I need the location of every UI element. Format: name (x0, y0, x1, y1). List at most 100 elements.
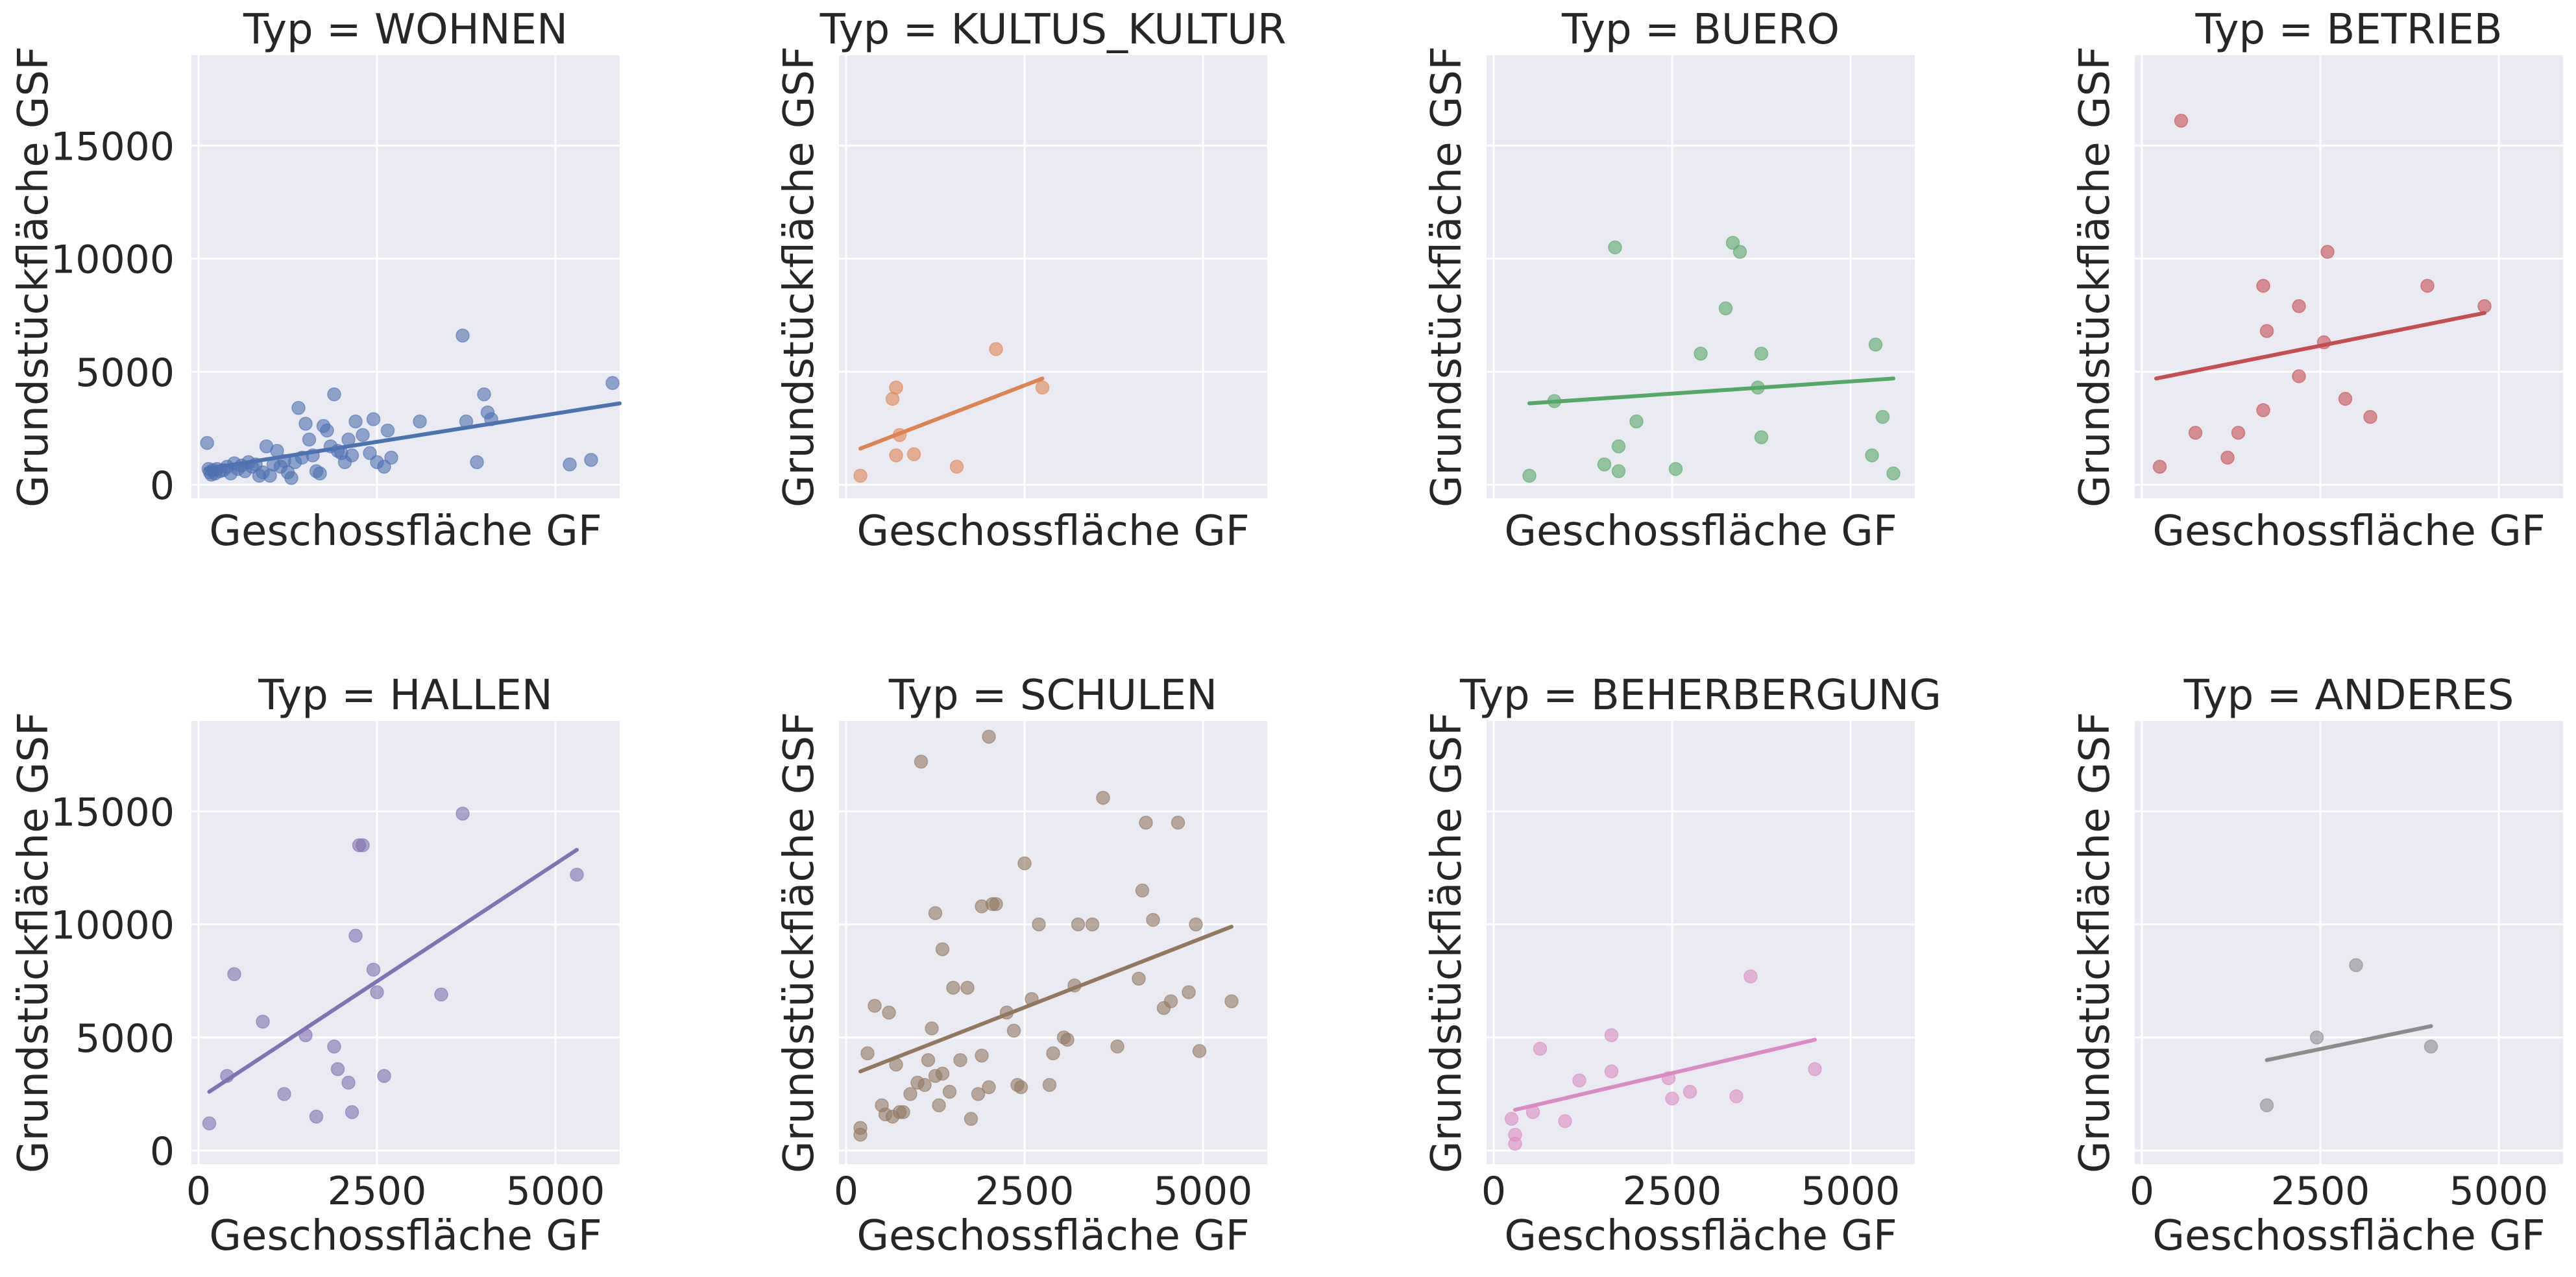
data-point (363, 446, 377, 461)
data-point (2477, 299, 2492, 313)
data-point (2256, 278, 2270, 293)
regression-line (1527, 376, 1895, 406)
data-point (1096, 790, 1110, 805)
data-point (1732, 245, 1747, 259)
data-point (1533, 1041, 1548, 1056)
data-point (853, 1121, 868, 1135)
data-point (1611, 464, 1626, 478)
data-point (366, 412, 381, 426)
data-point (960, 980, 975, 995)
x-tick-label: 2500 (1623, 1169, 1722, 1214)
data-point (946, 980, 960, 995)
data-point (982, 1080, 996, 1095)
data-point (975, 1048, 989, 1063)
facet-panel-0: 0 5000 10000 15000 Typ = WOHNEN Geschossfläch… (10, 6, 622, 555)
facet-title: Typ = KULTUS_KULTUR (820, 6, 1287, 54)
x-tick-label: 5000 (1154, 1169, 1253, 1214)
data-point (456, 807, 470, 821)
facet-title: Typ = BEHERBERGUNG (1459, 672, 1941, 720)
data-point (227, 967, 241, 982)
data-point (356, 838, 370, 853)
data-point (570, 868, 584, 882)
data-point (1508, 1136, 1522, 1151)
data-point (903, 1087, 917, 1101)
data-point (2424, 1040, 2438, 1054)
data-point (356, 428, 370, 443)
data-point (860, 1046, 875, 1060)
plot-background (2135, 55, 2563, 498)
data-point (2363, 409, 2377, 424)
x-tick-label: 0 (834, 1169, 858, 1214)
x-axis-label: Geschossfläche GF (2152, 507, 2545, 555)
plot-background (1487, 55, 1915, 498)
data-point (1171, 816, 1185, 830)
data-point (1146, 912, 1160, 927)
facet-title: Typ = HALLEN (258, 672, 552, 720)
data-point (605, 376, 620, 391)
x-tick-label: 2500 (2271, 1169, 2370, 1214)
data-point (2309, 1030, 2324, 1045)
data-point (2292, 299, 2306, 313)
y-axis-label: Grundstückfläche GSF (1423, 712, 1471, 1173)
data-point (200, 435, 214, 450)
data-point (2220, 450, 2235, 465)
data-point (1182, 985, 1196, 999)
data-point (1729, 1089, 1744, 1104)
data-point (2320, 245, 2335, 259)
data-point (1754, 430, 1769, 444)
data-point (2259, 1098, 2274, 1113)
plot-background (2135, 721, 2563, 1164)
x-axis-label: Geschossfläche GF (857, 1212, 1249, 1260)
data-point (348, 929, 363, 943)
data-point (1683, 1084, 1697, 1099)
data-point (1611, 439, 1626, 454)
data-point (935, 942, 950, 956)
data-point (1132, 971, 1146, 986)
data-point (932, 1098, 946, 1113)
y-axis-label: Grundstückfläche GSF (1423, 46, 1471, 507)
data-point (2231, 426, 2246, 440)
data-point (1718, 301, 1733, 316)
data-point (298, 417, 313, 431)
x-tick-label: 5000 (506, 1169, 605, 1214)
y-tick-label: 10000 (51, 903, 175, 949)
data-point (1868, 337, 1883, 352)
x-tick-label: 5000 (1801, 1169, 1901, 1214)
data-point (256, 1014, 270, 1029)
facet-title: Typ = BUERO (1561, 6, 1840, 54)
y-axis-label: Grundstückfläche GSF (10, 46, 58, 507)
facet-title: Typ = SCHULEN (888, 672, 1217, 720)
facet-title: Typ = WOHNEN (243, 6, 568, 54)
x-axis-label: Geschossfläche GF (857, 507, 1249, 555)
data-point (868, 999, 882, 1013)
x-axis-label: Geschossfläche GF (209, 507, 601, 555)
x-tick-label: 2500 (328, 1169, 427, 1214)
y-axis-label: Grundstückfläche GSF (775, 712, 823, 1173)
y-tick-label: 0 (150, 463, 175, 509)
data-point (1071, 917, 1086, 932)
plot-background (191, 55, 620, 498)
data-point (853, 468, 868, 483)
data-point (906, 447, 921, 461)
data-point (1522, 468, 1537, 483)
y-tick-label: 0 (150, 1129, 175, 1174)
plot-background (839, 55, 1267, 498)
data-point (2349, 958, 2363, 973)
regression-line (207, 847, 579, 1094)
facet-panel-4: 0 5000 10000 15000 0 2500 5000 Typ = HALLEN Gesc… (10, 672, 620, 1260)
y-tick-label: 15000 (51, 790, 175, 835)
data-point (964, 1112, 978, 1126)
data-point (1604, 1064, 1619, 1078)
facet-panel-6: 0 2500 5000 Typ = BEHERBERGUNG Geschossfläch… (1423, 672, 1941, 1260)
data-point (1668, 461, 1683, 476)
data-point (327, 1040, 341, 1054)
data-point (1224, 994, 1239, 1008)
data-point (1886, 466, 1901, 481)
data-point (584, 453, 598, 467)
data-point (925, 1021, 939, 1036)
data-point (1572, 1073, 1586, 1088)
data-point (1665, 1091, 1679, 1106)
data-point (1014, 1080, 1028, 1095)
data-point (366, 962, 381, 977)
